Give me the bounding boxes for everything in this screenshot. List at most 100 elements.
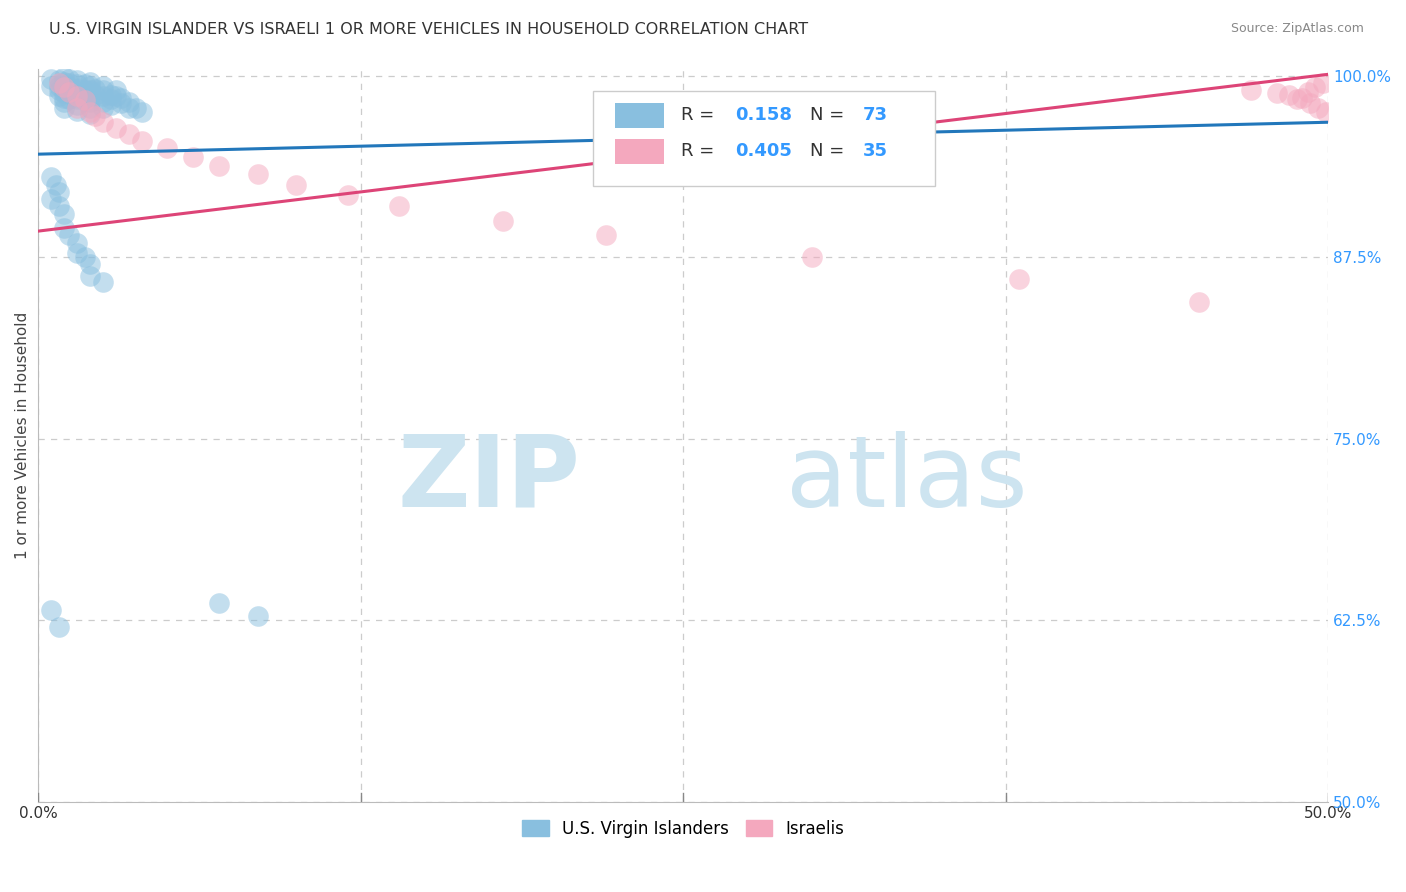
Point [39,71,62,86]
Text: 0.405: 0.405 [735,143,792,161]
Point [131,134,153,148]
Point [336,187,359,202]
Point [45,178,67,192]
Point [66,73,89,87]
Point [73,78,96,92]
Point [73,250,96,264]
Point [79,101,101,115]
Point [104,83,127,97]
Point [39,170,62,185]
Point [48,83,70,97]
Legend: U.S. Virgin Islanders, Israelis: U.S. Virgin Islanders, Israelis [516,814,851,845]
Point [110,90,132,104]
Point [1265,86,1288,100]
Text: R =: R = [681,106,720,125]
Point [91,78,114,93]
Point [91,83,114,97]
FancyBboxPatch shape [593,90,935,186]
Point [117,101,139,115]
Point [100,87,122,102]
Point [53,221,76,235]
Point [110,96,132,111]
Point [1286,92,1309,106]
Point [79,258,101,272]
Point [1007,272,1029,286]
Point [66,235,89,250]
Point [53,70,76,85]
Point [79,74,101,88]
Point [91,275,114,289]
Point [39,192,62,206]
Point [131,105,153,120]
Text: U.S. VIRGIN ISLANDER VS ISRAELI 1 OR MORE VEHICLES IN HOUSEHOLD CORRELATION CHAR: U.S. VIRGIN ISLANDER VS ISRAELI 1 OR MOR… [49,22,808,37]
Point [246,608,269,623]
Point [1291,90,1313,104]
Point [91,95,114,109]
Point [66,89,89,103]
Text: R =: R = [681,143,720,161]
Point [595,228,617,243]
Point [492,214,515,228]
Point [66,103,89,118]
Point [100,92,122,106]
Point [58,86,80,100]
Point [801,250,824,264]
Y-axis label: 1 or more Vehicles in Household: 1 or more Vehicles in Household [15,311,30,558]
Text: Source: ZipAtlas.com: Source: ZipAtlas.com [1230,22,1364,36]
Point [104,89,127,103]
Point [84,82,107,96]
FancyBboxPatch shape [614,103,664,128]
Point [53,74,76,88]
Point [58,71,80,86]
Point [1296,85,1319,99]
Point [53,101,76,115]
Text: N =: N = [810,143,849,161]
Point [48,78,70,93]
Point [91,101,114,115]
Text: N =: N = [810,106,849,125]
Text: 35: 35 [862,143,887,161]
Point [100,97,122,112]
Point [58,228,80,243]
Point [1312,76,1334,90]
Point [117,95,139,109]
Point [58,80,80,95]
Point [117,127,139,141]
Point [1306,101,1329,115]
Point [79,105,101,120]
Point [73,83,96,97]
Point [388,199,411,213]
Point [181,150,204,164]
Point [246,168,269,182]
Point [79,83,101,97]
Point [125,101,148,115]
FancyBboxPatch shape [614,139,664,164]
Point [79,269,101,284]
Point [48,185,70,199]
Point [66,86,89,100]
Point [66,101,89,115]
Text: ZIP: ZIP [396,431,581,527]
Point [39,78,62,93]
Point [79,78,101,93]
Point [1315,105,1337,120]
Point [104,121,127,136]
Point [66,245,89,260]
Point [48,199,70,213]
Point [48,620,70,634]
Point [84,110,107,124]
Point [208,596,231,610]
Point [1299,96,1322,111]
Point [79,106,101,120]
Point [73,94,96,108]
Point [66,92,89,106]
Text: atlas: atlas [786,431,1028,527]
Point [285,178,308,192]
Point [1278,87,1301,102]
Point [1303,80,1326,95]
Point [53,80,76,95]
Point [48,89,70,103]
Point [73,94,96,108]
Point [66,97,89,112]
Point [58,85,80,99]
